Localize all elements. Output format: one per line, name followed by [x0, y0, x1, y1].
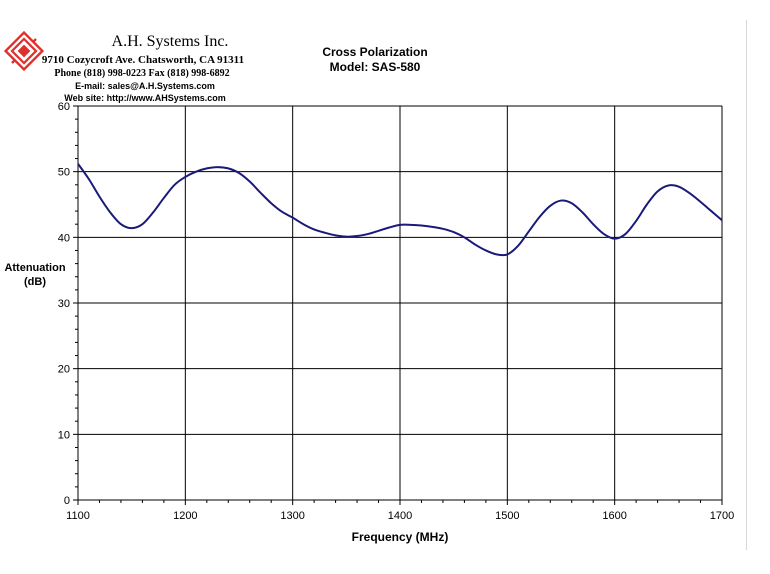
- x-tick-label: 1700: [710, 510, 734, 522]
- y-tick-label: 0: [64, 495, 70, 507]
- chart-title: Cross Polarization: [322, 45, 428, 59]
- y-tick-label: 20: [58, 364, 70, 376]
- company-email: E-mail: sales@A.H.Systems.com: [75, 81, 215, 91]
- company-address: 9710 Cozycroft Ave. Chatsworth, CA 91311: [41, 54, 245, 66]
- series-line: [77, 163, 723, 257]
- y-axis-label-line-1: Attenuation: [4, 262, 66, 274]
- x-tick-label: 1500: [495, 510, 519, 522]
- page-divider: [746, 20, 747, 550]
- y-axis-label: Attenuation (dB): [0, 261, 70, 289]
- x-tick-label: 1400: [388, 510, 412, 522]
- y-tick-label: 50: [58, 167, 70, 179]
- chart-subtitle: Model: SAS-580: [329, 60, 421, 74]
- y-tick-label: 10: [58, 429, 70, 441]
- ahs-logo-icon: [3, 30, 45, 72]
- y-axis-label-line-2: (dB): [24, 276, 46, 288]
- x-axis-label: Frequency (MHz): [351, 530, 449, 544]
- x-tick-label: 1600: [602, 510, 626, 522]
- company-phone: Phone (818) 998-0223 Fax (818) 998-6892: [54, 68, 230, 79]
- y-tick-label: 40: [58, 232, 70, 244]
- company-website: Web site: http://www.AHSystems.com: [64, 93, 226, 103]
- y-tick-label: 30: [58, 298, 70, 310]
- x-tick-label: 1300: [280, 510, 304, 522]
- x-tick-label: 1200: [173, 510, 197, 522]
- x-tick-label: 1100: [66, 510, 90, 522]
- company-name: A.H. Systems Inc.: [111, 33, 229, 50]
- y-tick-label: 60: [58, 101, 70, 113]
